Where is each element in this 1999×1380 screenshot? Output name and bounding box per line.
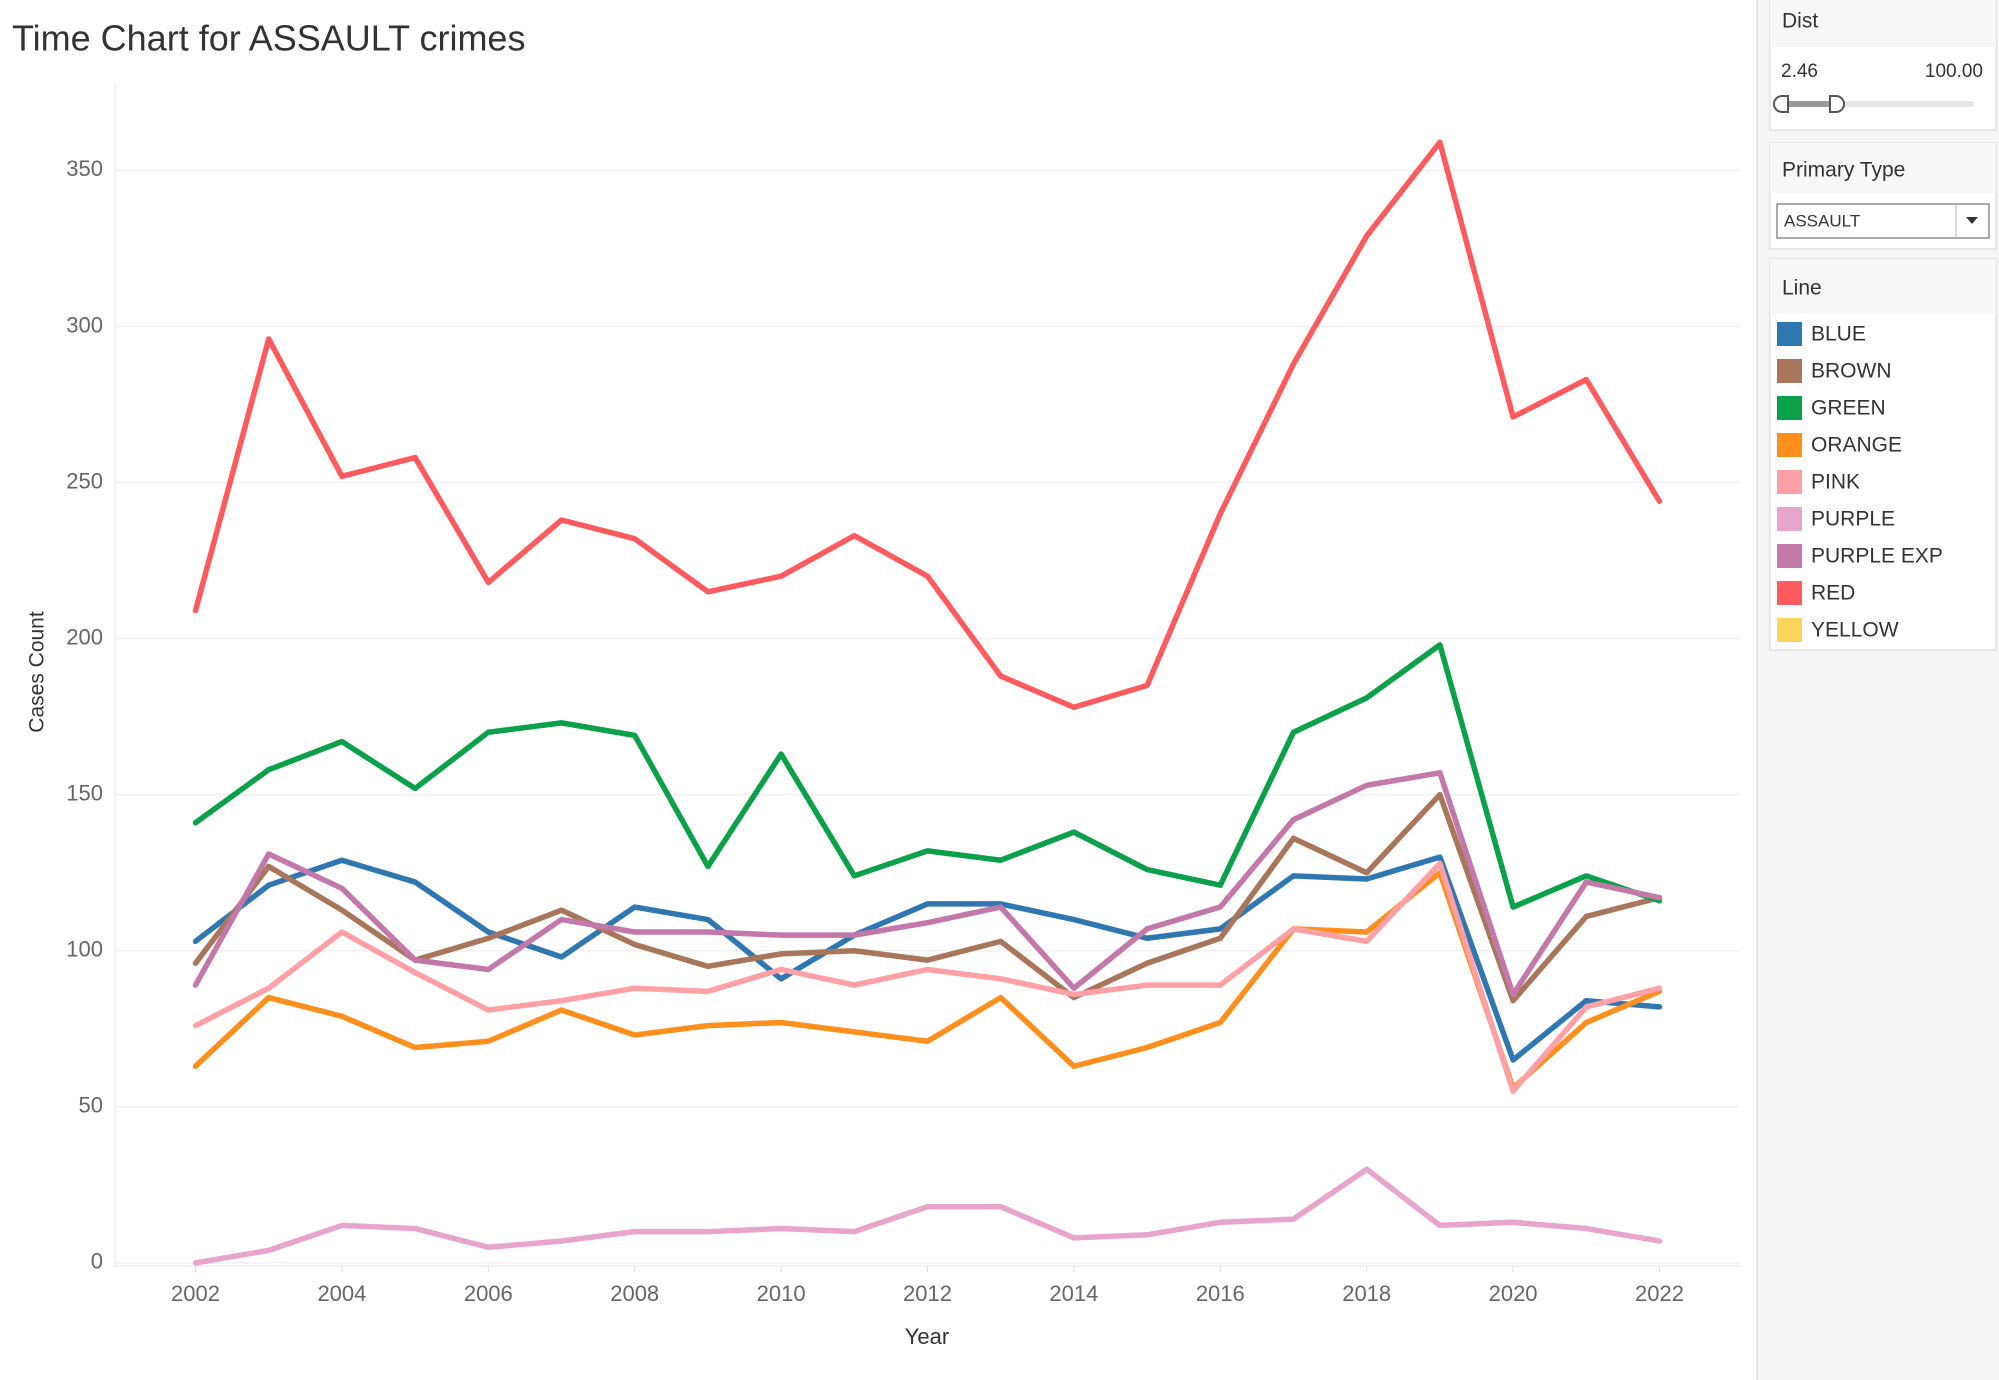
series-line [192, 860, 1663, 1094]
x-tick-label: 2006 [464, 1281, 513, 1306]
legend-swatch [1777, 396, 1802, 420]
legend-swatch [1777, 433, 1802, 457]
legend-swatch [1777, 359, 1802, 383]
x-tick-label: 2014 [1049, 1281, 1098, 1306]
x-axis-title: Year [905, 1324, 949, 1349]
y-tick-label: 200 [66, 624, 103, 649]
slider-range [1788, 101, 1836, 107]
legend-swatch [1777, 507, 1802, 531]
filter-title: Dist [1782, 10, 1818, 33]
legend-swatch [1777, 544, 1802, 568]
x-tick-label: 2022 [1635, 1281, 1684, 1306]
legend-label: BLUE [1811, 323, 1866, 346]
legend-swatch [1777, 581, 1802, 605]
x-tick-label: 2010 [757, 1281, 806, 1306]
legend-label: ORANGE [1811, 434, 1902, 457]
legend-swatch [1777, 618, 1802, 642]
dropdown-value: ASSAULT [1784, 211, 1860, 230]
x-tick-label: 2018 [1342, 1281, 1391, 1306]
y-tick-label: 350 [66, 156, 103, 181]
y-tick-label: 0 [91, 1249, 103, 1274]
slider-handle[interactable] [1829, 95, 1845, 113]
legend-title: Line [1782, 277, 1822, 300]
range-min: 2.46 [1781, 61, 1818, 82]
series-line [192, 854, 1663, 1063]
card-header [1770, 259, 1996, 314]
series-line [192, 1166, 1663, 1266]
legend-label: PURPLE EXP [1811, 545, 1943, 568]
legend-label: GREEN [1811, 397, 1886, 420]
slider-handle[interactable] [1773, 95, 1789, 113]
legend-items: BLUE BROWN GREEN ORANGE PINK PURPLE PURPLE EXP… [1777, 322, 1943, 642]
plot-area: 0 50 100 150 200 250 300 350 2002 2004 2006 2008 201… [66, 83, 1740, 1306]
legend-swatch [1777, 322, 1802, 346]
x-tick-label: 2002 [171, 1281, 220, 1306]
y-tick-label: 250 [66, 468, 103, 493]
x-tick-label: 2012 [903, 1281, 952, 1306]
x-tick-label: 2004 [317, 1281, 366, 1306]
series-line [192, 139, 1663, 711]
y-tick-label: 300 [66, 312, 103, 337]
range-max: 100.00 [1925, 61, 1983, 82]
y-tick-label: 50 [79, 1093, 103, 1118]
x-tick-label: 2020 [1489, 1281, 1538, 1306]
series-line [192, 791, 1663, 1004]
series-line [192, 642, 1663, 910]
chart-title: Time Chart for ASSAULT crimes [12, 18, 525, 59]
legend-label: PINK [1811, 471, 1860, 494]
legend-label: YELLOW [1811, 619, 1899, 642]
card-header [1770, 0, 1996, 47]
x-tick-label: 2008 [610, 1281, 659, 1306]
dropdown[interactable] [1776, 203, 1990, 239]
legend [1769, 258, 1997, 651]
card-header [1770, 143, 1996, 193]
legend-label: PURPLE [1811, 508, 1895, 531]
dropdown-arrow [1966, 217, 1978, 224]
legend-label: RED [1811, 582, 1855, 605]
x-tick-label: 2016 [1196, 1281, 1245, 1306]
y-tick-label: 150 [66, 780, 103, 805]
y-tick-label: 100 [66, 937, 103, 962]
y-axis-title: Cases Count [26, 611, 49, 733]
legend-label: BROWN [1811, 360, 1892, 383]
filter-title: Primary Type [1782, 159, 1905, 182]
series-line [192, 770, 1663, 998]
legend-swatch [1777, 470, 1802, 494]
